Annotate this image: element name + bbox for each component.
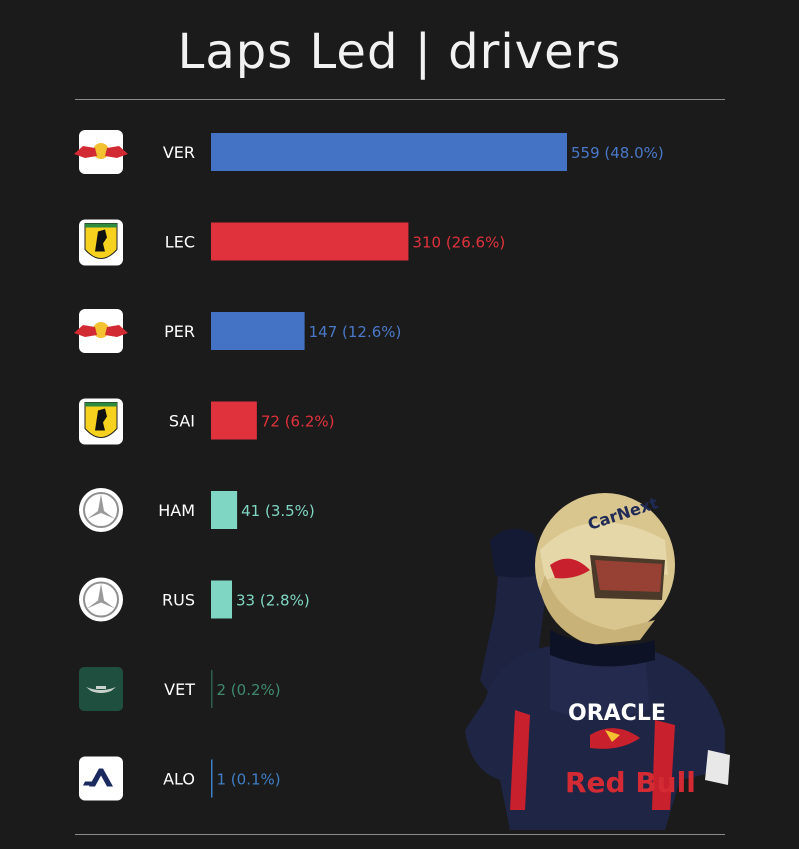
bar <box>211 222 409 261</box>
category-label: LEC <box>165 233 195 252</box>
bar-row-rus: RUS 33 (2.8%) <box>79 577 310 622</box>
bar-row-ver: VER 559 (48.0%) <box>74 130 664 174</box>
alpine-logo-icon <box>79 756 123 801</box>
data-label: 2 (0.2%) <box>217 681 281 699</box>
category-label: SAI <box>169 412 195 431</box>
bar <box>211 401 257 440</box>
bar-row-sai: SAI 72 (6.2%) <box>79 398 335 445</box>
top-divider <box>75 99 725 100</box>
bar-row-per: PER 147 (12.6%) <box>74 309 401 353</box>
category-label: ALO <box>163 770 195 789</box>
red-bull-logo-icon <box>74 309 128 353</box>
category-label: VER <box>163 143 195 162</box>
mercedes-logo-icon <box>79 577 123 622</box>
bar <box>211 580 233 619</box>
bar <box>211 759 213 798</box>
bar-row-alo: ALO 1 (0.1%) <box>79 756 281 801</box>
red-bull-logo-icon <box>74 130 128 174</box>
bar <box>211 670 213 708</box>
bar-row-ham: HAM 41 (3.5%) <box>79 488 315 532</box>
data-label: 559 (48.0%) <box>571 144 664 162</box>
bar <box>211 133 567 171</box>
aston-martin-logo-icon <box>79 667 123 711</box>
ferrari-logo-icon <box>79 219 123 266</box>
category-label: VET <box>164 680 195 699</box>
data-label: 1 (0.1%) <box>217 771 281 789</box>
bar <box>211 312 305 350</box>
bar-row-lec: LEC 310 (26.6%) <box>79 219 505 266</box>
category-label: RUS <box>162 591 195 610</box>
suit-sponsor-text: ORACLE <box>568 701 666 726</box>
bottom-divider <box>75 834 725 835</box>
suit-redbull-text: Red Bull <box>565 766 696 799</box>
category-label: PER <box>164 322 195 341</box>
data-label: 41 (3.5%) <box>241 502 315 520</box>
data-label: 33 (2.8%) <box>236 592 310 610</box>
data-label: 310 (26.6%) <box>412 234 505 252</box>
data-label: 147 (12.6%) <box>309 323 402 341</box>
bar-row-vet: VET 2 (0.2%) <box>79 667 281 711</box>
category-label: HAM <box>158 501 195 520</box>
ferrari-logo-icon <box>79 398 123 445</box>
mercedes-logo-icon <box>79 488 123 532</box>
data-label: 72 (6.2%) <box>261 413 335 431</box>
chart-title: Laps Led | drivers <box>177 24 622 80</box>
bar <box>211 491 238 529</box>
driver-celebration-photo: CarNext ORACLE Red Bull <box>465 493 730 830</box>
